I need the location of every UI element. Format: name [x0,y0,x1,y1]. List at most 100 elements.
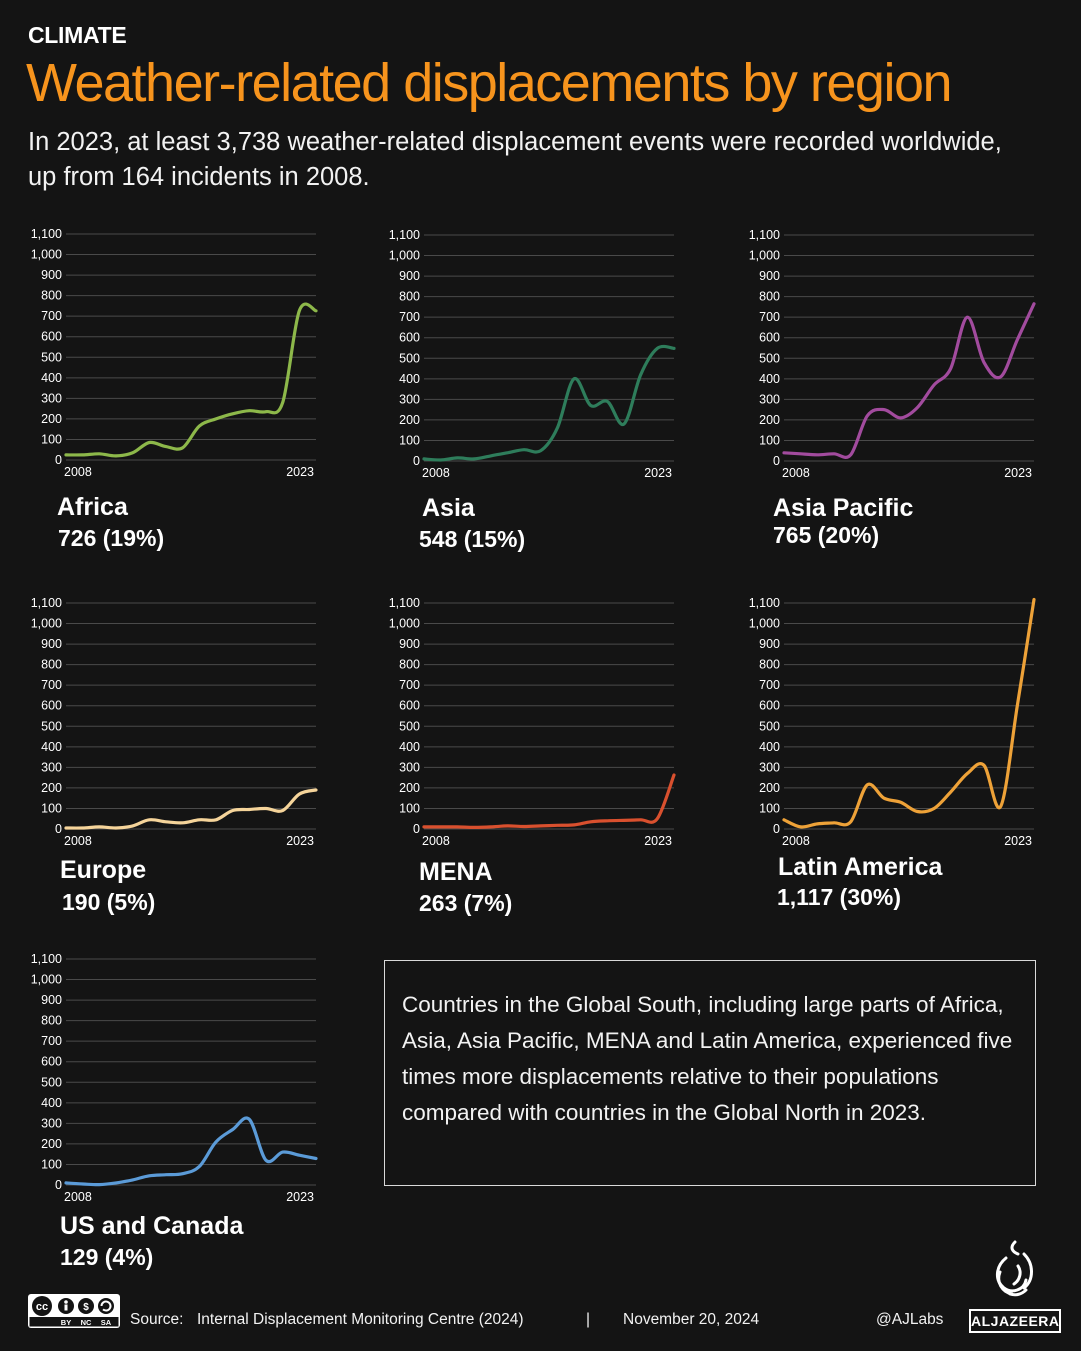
license-sa: SA [101,1318,112,1327]
region-stat-europe: 190 (5%) [62,889,156,915]
region-name-africa: Africa [57,493,128,521]
y-tick-label-asia-pacific: 600 [759,331,780,345]
y-tick-label-asia: 0 [413,454,420,468]
page-title: Weather-related displacements by region [26,53,953,113]
license-nc: NC [81,1318,92,1327]
series-line-europe [64,788,318,830]
y-tick-label-africa: 400 [41,371,62,385]
y-tick-label-mena: 900 [399,637,420,651]
section-kicker: CLIMATE [28,22,127,48]
y-tick-label-latin-america: 400 [759,740,780,754]
y-tick-label-asia: 100 [399,433,420,447]
y-tick-label-asia-pacific: 200 [759,413,780,427]
y-tick-label-europe: 100 [41,801,62,815]
region-name-latin-america: Latin America [778,853,943,881]
y-tick-label-latin-america: 900 [759,637,780,651]
y-tick-label-latin-america: 200 [759,781,780,795]
chart-asia-pacific: 0 100 200 300 400 500 600 700 800 900 1,000 1,100 20… [749,228,1036,480]
y-tick-label-asia: 400 [399,372,420,386]
y-tick-label-europe: 900 [41,637,62,651]
y-tick-label-europe: 300 [41,760,62,774]
region-stat-asia: 548 (15%) [419,526,526,552]
y-tick-label-europe: 0 [55,822,62,836]
social-handle: @AJLabs [876,1311,944,1328]
x-tick-label-end-asia: 2023 [644,466,672,480]
y-tick-label-asia-pacific: 400 [759,372,780,386]
y-tick-label-us-and-canada: 1,000 [31,973,62,987]
y-tick-label-us-and-canada: 200 [41,1137,62,1151]
x-tick-label-start-latin-america: 2008 [782,834,810,848]
x-tick-label-start-us-and-canada: 2008 [64,1190,92,1204]
series-line-latin-america [782,597,1036,829]
y-tick-label-asia: 500 [399,351,420,365]
y-tick-label-us-and-canada: 300 [41,1116,62,1130]
x-tick-label-start-asia: 2008 [422,466,450,480]
y-tick-label-us-and-canada: 600 [41,1055,62,1069]
y-tick-label-asia-pacific: 1,100 [749,228,780,242]
region-stat-asia-pacific: 765 (20%) [773,522,880,548]
chart-us-canada: 0 100 200 300 400 500 600 700 800 900 1,000 1,100 20… [31,952,318,1204]
y-tick-label-latin-america: 100 [759,801,780,815]
y-tick-label-africa: 0 [55,453,62,467]
y-tick-label-africa: 700 [41,309,62,323]
creative-commons-license-icon: cc $ BY NC SA [28,1294,120,1328]
y-tick-label-latin-america: 1,000 [749,617,780,631]
y-tick-label-asia: 600 [399,331,420,345]
y-tick-label-asia-pacific: 1,000 [749,249,780,263]
y-tick-label-africa: 200 [41,412,62,426]
svg-text:$: $ [83,1302,89,1313]
y-tick-label-mena: 1,000 [389,617,420,631]
y-tick-label-africa: 1,100 [31,227,62,241]
license-by: BY [61,1318,71,1327]
footer-separator: | [586,1311,591,1328]
y-tick-label-mena: 100 [399,801,420,815]
y-tick-label-asia-pacific: 0 [773,454,780,468]
aljazeera-wordmark: ALJAZEERA [969,1309,1061,1333]
series-line-asia-pacific [782,302,1036,459]
y-tick-label-us-and-canada: 100 [41,1157,62,1171]
y-tick-label-us-and-canada: 1,100 [31,952,62,966]
y-tick-label-latin-america: 600 [759,699,780,713]
region-name-us-canada: US and Canada [60,1212,244,1240]
note-box: Countries in the Global South, including… [384,960,1036,1186]
y-tick-label-us-and-canada: 900 [41,993,62,1007]
y-tick-label-africa: 600 [41,330,62,344]
x-tick-label-end-latin-america: 2023 [1004,834,1032,848]
source-label: Source: [130,1311,184,1328]
y-tick-label-latin-america: 800 [759,658,780,672]
x-tick-label-start-mena: 2008 [422,834,450,848]
y-tick-label-us-and-canada: 0 [55,1178,62,1192]
y-tick-label-africa: 800 [41,289,62,303]
chart-europe: 0 100 200 300 400 500 600 700 800 900 1,000 1,100 20… [31,596,318,848]
series-line-asia [422,344,676,462]
y-tick-label-africa: 300 [41,391,62,405]
chart-africa: 0 100 200 300 400 500 600 700 800 900 1,000 1,100 20… [31,227,318,479]
region-stat-africa: 726 (19%) [58,525,165,551]
y-tick-label-asia-pacific: 800 [759,290,780,304]
y-tick-label-mena: 700 [399,678,420,692]
y-tick-label-asia: 1,000 [389,249,420,263]
y-tick-label-asia-pacific: 300 [759,392,780,406]
x-tick-label-end-africa: 2023 [286,465,314,479]
y-tick-label-asia: 200 [399,413,420,427]
y-tick-label-us-and-canada: 400 [41,1096,62,1110]
y-tick-label-mena: 500 [399,719,420,733]
y-tick-label-latin-america: 1,100 [749,596,780,610]
svg-text:cc: cc [36,1301,48,1313]
page-subtitle: In 2023, at least 3,738 weather-related … [28,128,1002,191]
y-tick-label-europe: 800 [41,658,62,672]
y-tick-label-europe: 1,100 [31,596,62,610]
y-tick-label-mena: 1,100 [389,596,420,610]
y-tick-label-europe: 1,000 [31,617,62,631]
y-tick-label-latin-america: 0 [773,822,780,836]
y-tick-label-us-and-canada: 700 [41,1034,62,1048]
x-tick-label-start-europe: 2008 [64,834,92,848]
y-tick-label-asia: 900 [399,269,420,283]
y-tick-label-asia: 1,100 [389,228,420,242]
y-tick-label-asia: 800 [399,290,420,304]
y-tick-label-us-and-canada: 500 [41,1075,62,1089]
y-tick-label-latin-america: 300 [759,760,780,774]
x-tick-label-start-africa: 2008 [64,465,92,479]
y-tick-label-us-and-canada: 800 [41,1014,62,1028]
y-tick-label-asia-pacific: 100 [759,433,780,447]
